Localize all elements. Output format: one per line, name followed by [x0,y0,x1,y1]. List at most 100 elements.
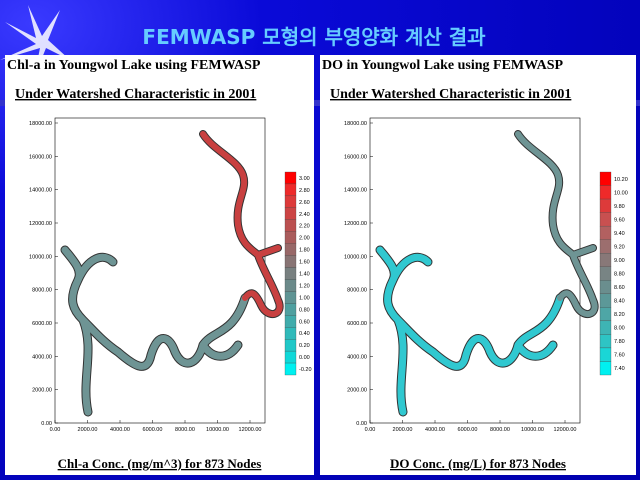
colorbar-swatch [284,327,297,340]
y-tick-label: 10000.00 [344,254,367,260]
colorbar-label: 2.80 [299,188,310,194]
colorbar-swatch [599,347,612,362]
colorbar-swatch [599,320,612,335]
panel-footer: Chl-a Conc. (mg/m^3) for 873 Nodes [58,456,262,471]
colorbar-swatch [284,207,297,220]
colorbar-swatch [284,339,297,352]
colorbar-swatch [284,183,297,197]
colorbar-label: 1.60 [299,260,310,266]
colorbar-swatch [284,291,297,304]
x-tick-label: 4000.00 [425,427,445,433]
colorbar-label: 3.00 [299,176,310,182]
x-tick-label: 10000.00 [521,427,544,433]
colorbar-swatch [599,185,612,200]
colorbar-label: 10.00 [614,190,628,196]
colorbar-swatch [284,362,297,376]
y-tick-label: 2000.00 [32,388,52,394]
colorbar-label: 0.80 [299,307,310,313]
x-tick-label: 12000.00 [239,427,262,433]
colorbar-swatch [599,307,612,322]
colorbar-swatch [599,225,612,240]
y-tick-label: 6000.00 [347,321,367,327]
x-tick-label: 4000.00 [110,427,130,433]
colorbar-swatch [599,361,612,376]
y-tick-label: 0.00 [41,421,52,427]
colorbar-label: 1.00 [299,295,310,301]
colorbar-label: 8.80 [614,272,625,278]
x-tick-label: 0.00 [365,427,376,433]
x-tick-label: 12000.00 [554,427,577,433]
panel: Chl-a in Youngwol Lake using FEMWASP Unde… [5,55,314,475]
x-tick-label: 6000.00 [143,427,163,433]
colorbar-label: 8.40 [614,299,625,305]
colorbar-label: 2.00 [299,236,310,242]
colorbar-label: 7.40 [614,366,625,372]
colorbar-swatch [599,198,612,213]
panel-title: Chl-a in Youngwol Lake using FEMWASP [7,58,261,73]
colorbar-swatch [599,171,612,186]
colorbar-label: 7.60 [614,353,625,359]
panel-background [320,55,636,475]
colorbar-swatch [284,171,297,185]
colorbar-label: 8.20 [614,312,625,318]
colorbar-swatch [284,219,297,232]
y-tick-label: 18000.00 [29,121,52,127]
colorbar-swatch [599,293,612,308]
colorbar-swatch [599,212,612,227]
colorbar-label: 0.00 [299,355,310,361]
colorbar-label: 0.60 [299,319,310,325]
y-tick-label: 2000.00 [347,388,367,394]
colorbar-swatch [284,231,297,244]
x-tick-label: 6000.00 [458,427,478,433]
colorbar-swatch [284,303,297,316]
colorbar-swatch [599,266,612,281]
colorbar-label: -0.20 [299,367,312,373]
colorbar-label: 9.40 [614,231,625,237]
x-tick-label: 8000.00 [490,427,510,433]
colorbar-label: 8.60 [614,285,625,291]
colorbar-swatch [284,255,297,268]
colorbar-label: 2.20 [299,224,310,230]
y-tick-label: 8000.00 [347,288,367,294]
colorbar-label: 9.00 [614,258,625,264]
panel-title: DO in Youngwol Lake using FEMWASP [322,58,563,73]
colorbar-label: 0.20 [299,343,310,349]
colorbar-label: 7.80 [614,339,625,345]
panel-subtitle: Under Watershed Characteristic in 2001 [15,87,256,102]
colorbar-label: 2.40 [299,212,310,218]
y-tick-label: 14000.00 [344,188,367,194]
colorbar-swatch [599,334,612,349]
y-tick-label: 6000.00 [32,321,52,327]
slide-title: FEMWASP 모형의 부영양화 계산 결과 [142,25,486,49]
colorbar-label: 0.40 [299,331,310,337]
colorbar-label: 9.20 [614,244,625,250]
y-tick-label: 4000.00 [347,354,367,360]
y-tick-label: 12000.00 [344,221,367,227]
colorbar-swatch [599,280,612,294]
y-tick-label: 16000.00 [344,154,367,160]
colorbar-label: 8.00 [614,326,625,332]
colorbar-label: 9.60 [614,217,625,223]
colorbar-swatch [599,239,612,254]
x-tick-label: 2000.00 [393,427,413,433]
colorbar-swatch [284,315,297,328]
y-tick-label: 14000.00 [29,188,52,194]
y-tick-label: 0.00 [356,421,367,427]
panel: DO in Youngwol Lake using FEMWASP Under W… [320,55,636,475]
star-burst [0,5,70,78]
x-tick-label: 8000.00 [175,427,195,433]
colorbar-swatch [284,279,297,292]
y-tick-label: 16000.00 [29,154,52,160]
panel-footer: DO Conc. (mg/L) for 873 Nodes [390,456,566,471]
colorbar-swatch [284,350,297,364]
x-tick-label: 2000.00 [78,427,98,433]
panel-subtitle: Under Watershed Characteristic in 2001 [330,87,571,102]
colorbar-label: 1.20 [299,283,310,289]
colorbar-label: 9.80 [614,204,625,210]
y-tick-label: 10000.00 [29,254,52,260]
colorbar-label: 2.60 [299,200,310,206]
colorbar-swatch [599,253,612,267]
colorbar-label: 10.20 [614,177,628,183]
colorbar-swatch [284,267,297,280]
